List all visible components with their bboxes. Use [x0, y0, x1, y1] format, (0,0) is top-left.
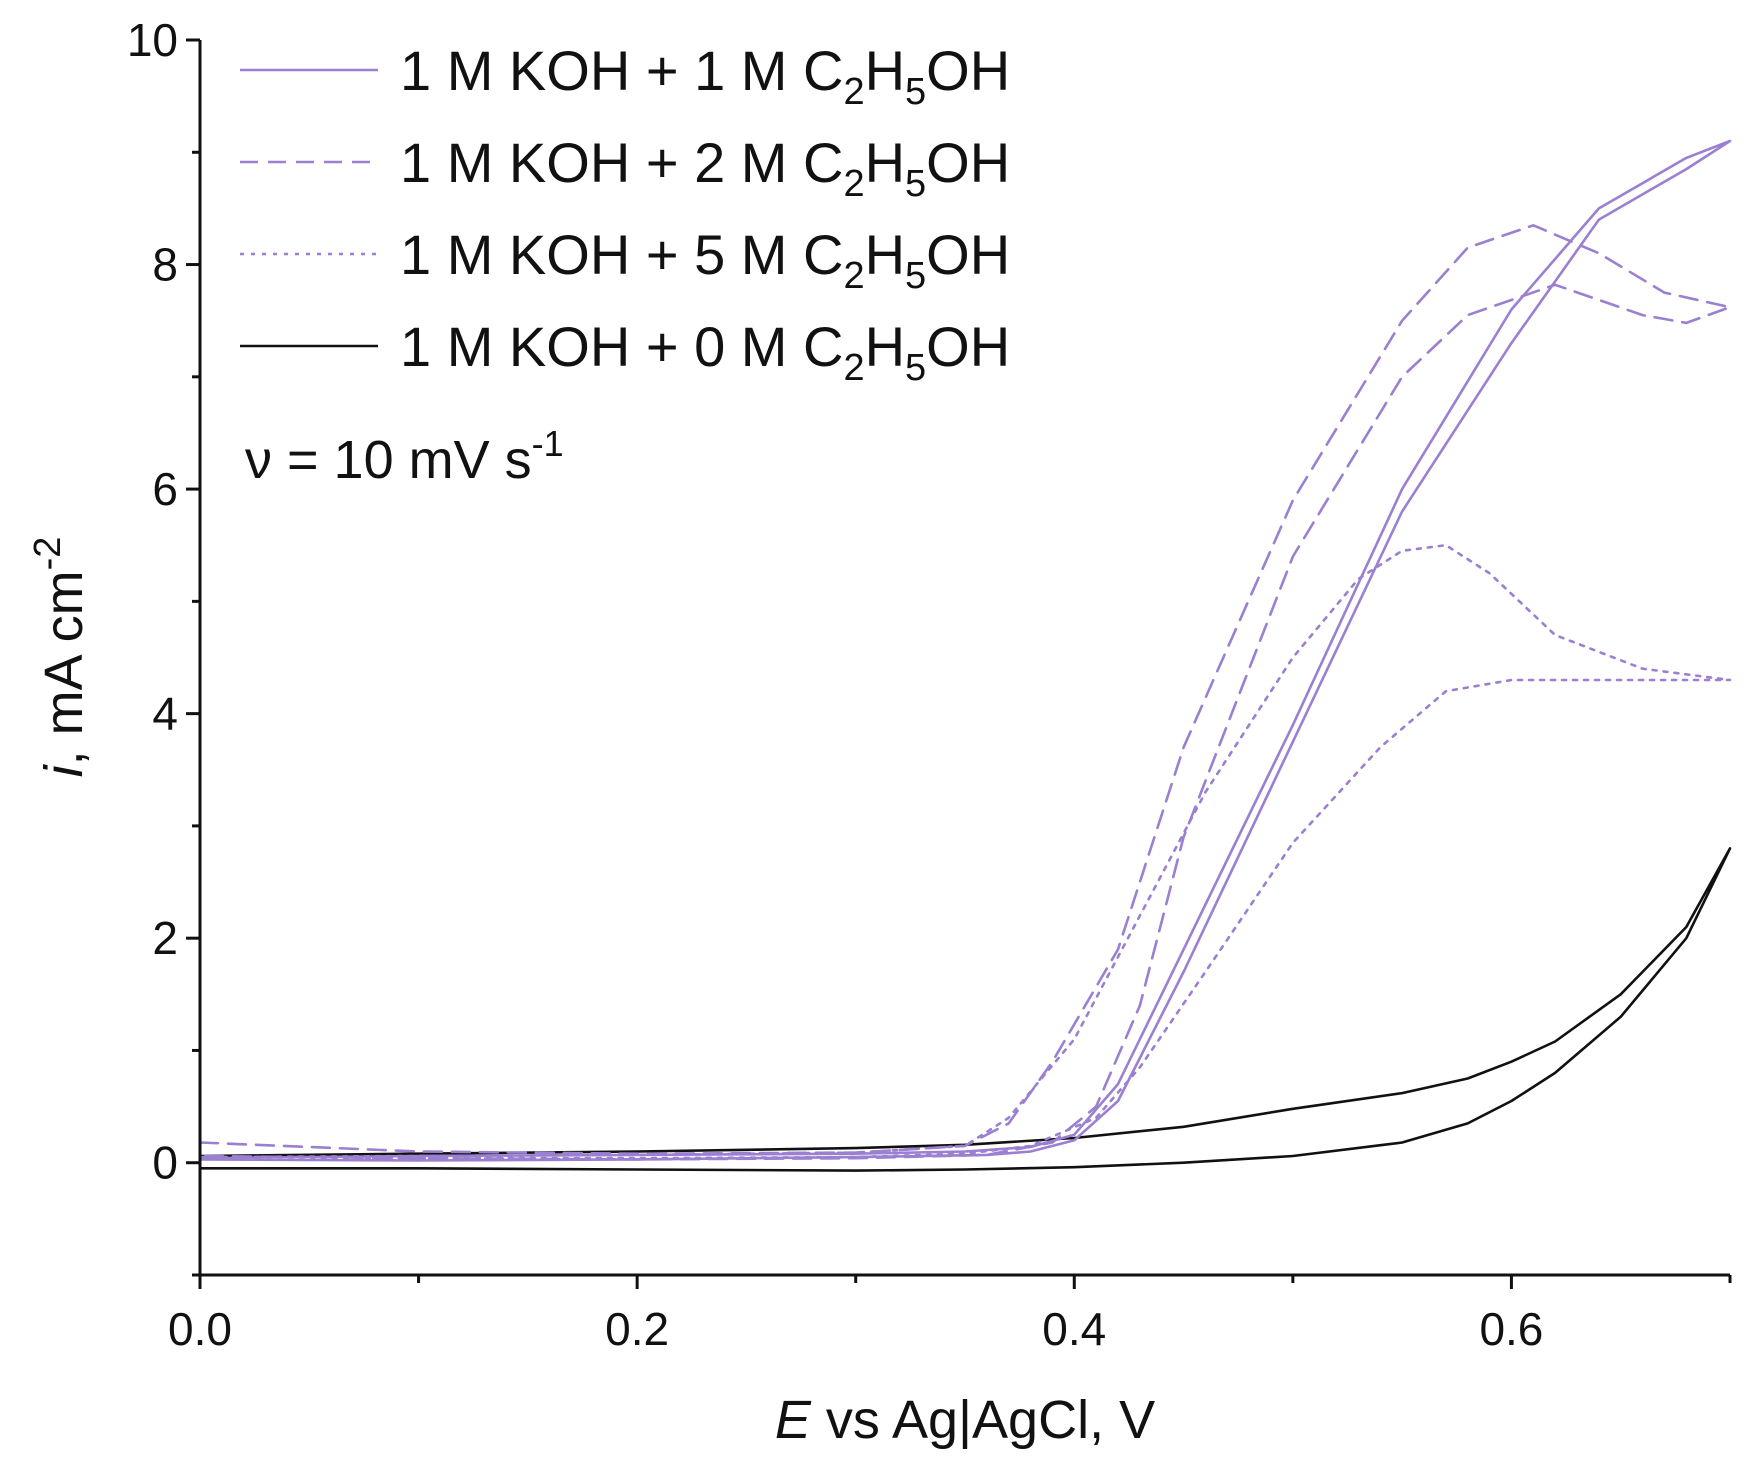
- y-tick-label: 8: [152, 239, 178, 291]
- legend: 1 M KOH + 1 M C2H5OH 1 M KOH + 2 M C2H5OH…: [240, 39, 1010, 389]
- y-ticks: 0 2 4 6 8 10: [127, 14, 200, 1277]
- axes: [198, 40, 1730, 1277]
- x-axis-label: E vs Ag|AgCl, V: [775, 1390, 1155, 1450]
- y-tick-label: 2: [152, 912, 178, 964]
- x-tick-label: 0.4: [1042, 1303, 1106, 1355]
- y-tick-label: 10: [127, 14, 178, 66]
- y-tick-label: 6: [152, 463, 178, 515]
- x-ticks: 0.0 0.2 0.4 0.6: [168, 1275, 1732, 1355]
- series-line-1: [198, 224, 1732, 1161]
- legend-label-1: 1 M KOH + 2 M C2H5OH: [400, 131, 1010, 205]
- series-line-2: [198, 543, 1732, 1160]
- y-axis-label: i, mA cm-2: [27, 537, 94, 778]
- series-line-0: [198, 139, 1732, 1162]
- x-tick-label: 0.6: [1479, 1303, 1543, 1355]
- scan-rate-unit-exponent: -1: [532, 423, 564, 464]
- plot-lines: [198, 139, 1732, 1172]
- y-tick-label: 0: [152, 1137, 178, 1189]
- legend-label-3: 1 M KOH + 0 M C2H5OH: [400, 315, 1010, 389]
- legend-label-0: 1 M KOH + 1 M C2H5OH: [400, 39, 1010, 113]
- x-tick-label: 0.0: [168, 1303, 232, 1355]
- legend-label-2: 1 M KOH + 5 M C2H5OH: [400, 223, 1010, 297]
- scan-rate-annotation: ν = 10 mV s-1: [245, 423, 564, 490]
- x-tick-label: 0.2: [605, 1303, 669, 1355]
- series-line-3: [198, 847, 1732, 1172]
- y-tick-label: 4: [152, 688, 178, 740]
